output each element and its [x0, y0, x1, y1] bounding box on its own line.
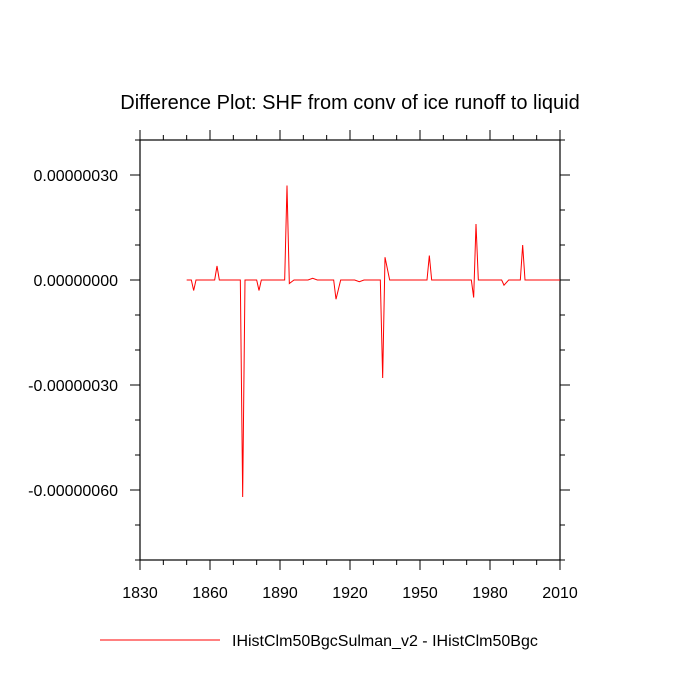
legend-label: IHistClm50BgcSulman_v2 - IHistClm50Bgc: [232, 633, 538, 650]
series-group: [186, 185, 560, 498]
x-tick-label: 1920: [332, 585, 368, 602]
chart-title: Difference Plot: SHF from conv of ice ru…: [120, 92, 579, 114]
x-tick-label: 1830: [122, 585, 158, 602]
series-line: [186, 185, 560, 498]
x-tick-label: 1980: [472, 585, 508, 602]
x-tick-label: 2010: [542, 585, 578, 602]
x-tick-label: 1860: [192, 585, 228, 602]
y-tick-label: -0.00000030: [28, 378, 118, 395]
legend: IHistClm50BgcSulman_v2 - IHistClm50Bgc: [100, 633, 538, 650]
axis-ticks: [130, 130, 570, 570]
y-tick-label: 0.00000030: [33, 168, 118, 185]
plot-frame: [139, 139, 561, 561]
tick-labels: 1830 1860 1890 1920 1950 1980 2010 0.00000030 0.…: [28, 168, 578, 602]
y-tick-label: 0.00000000: [33, 273, 118, 290]
x-tick-label: 1890: [262, 585, 298, 602]
x-tick-label: 1950: [402, 585, 438, 602]
y-tick-label: -0.00000060: [28, 483, 118, 500]
